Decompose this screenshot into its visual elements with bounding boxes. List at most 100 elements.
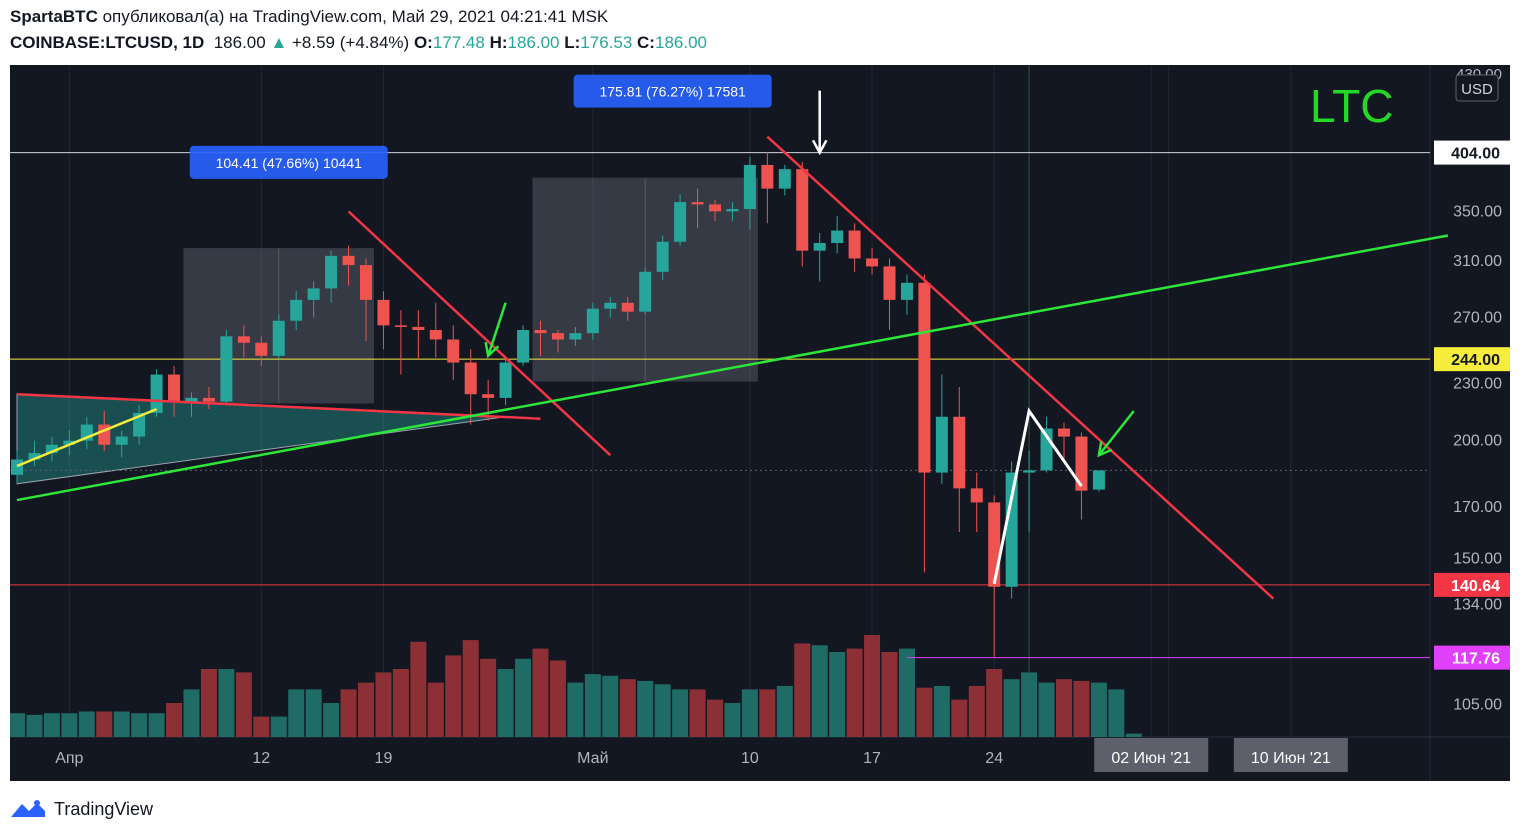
- volume-bar: [253, 716, 270, 737]
- low-value: 176.53: [580, 33, 633, 52]
- volume-bar: [166, 703, 183, 737]
- trend-line: [347, 210, 612, 457]
- volume-bar: [1090, 682, 1107, 737]
- open-label: O:: [413, 33, 433, 52]
- volume-bar: [183, 689, 200, 737]
- volume-bar: [619, 679, 636, 737]
- price-tag-label: 404.00: [1451, 146, 1500, 163]
- volume-bar: [602, 675, 619, 737]
- low-label: L:: [564, 33, 581, 52]
- price-tag-label: 244.00: [1451, 352, 1500, 369]
- candle-up: [586, 308, 599, 334]
- candle-up: [220, 336, 233, 402]
- chart-panel[interactable]: 104.41 (47.66%) 10441 175.81 (76.27%) 175…: [10, 65, 1510, 781]
- time-tag: [1233, 738, 1348, 772]
- candle-down: [202, 397, 215, 402]
- candle-up: [778, 169, 791, 189]
- candle-down: [377, 299, 390, 326]
- measure-label-box: [573, 74, 772, 108]
- candle-down: [447, 339, 460, 363]
- volume-bar: [759, 689, 776, 737]
- high-label: H:: [489, 33, 508, 52]
- candle-down: [237, 336, 250, 343]
- time-tag-label: 10 Июн '21: [1251, 750, 1331, 767]
- candle-down: [412, 326, 425, 331]
- price-tick-label: 150.00: [1453, 550, 1502, 567]
- volume-bar: [462, 640, 479, 737]
- price-tick-label: 134.00: [1453, 597, 1502, 614]
- volume-bar: [200, 669, 217, 737]
- trend-line: [16, 407, 158, 468]
- candle-down: [621, 302, 634, 312]
- candle-up: [900, 282, 913, 300]
- candle-down: [848, 230, 861, 259]
- candle-down: [360, 265, 372, 300]
- volume-bar: [846, 648, 863, 737]
- volume-bar: [864, 635, 881, 737]
- volume-bar: [515, 658, 532, 737]
- volume-bar: [1108, 689, 1125, 737]
- currency-badge[interactable]: [1455, 74, 1499, 102]
- candle-down: [534, 330, 547, 334]
- candle-up: [743, 164, 756, 210]
- price-tag: [1434, 347, 1510, 372]
- volume-bar: [811, 645, 828, 737]
- volume-bar: [427, 682, 444, 737]
- symbol-name: COINBASE:LTCUSD, 1D: [10, 33, 205, 52]
- candle-up: [1005, 472, 1018, 587]
- volume-bar: [113, 711, 130, 737]
- arrow-head-icon: [484, 341, 500, 359]
- volume-bar: [358, 682, 374, 737]
- price-tag-label: 117.76: [1452, 651, 1500, 668]
- volume-bar: [916, 687, 933, 737]
- volume-layer: [10, 635, 1142, 737]
- volume-bar: [288, 689, 305, 737]
- time-tag: [1094, 738, 1209, 772]
- volume-bar: [96, 711, 113, 737]
- candle-down: [761, 164, 774, 189]
- chart-title: LTC: [1310, 80, 1394, 132]
- candle-up: [11, 459, 23, 475]
- arrow-head-icon: [811, 139, 828, 156]
- volume-bar: [410, 641, 427, 737]
- volume-bar: [497, 669, 514, 737]
- volume-bar: [43, 713, 60, 737]
- price-chart[interactable]: 104.41 (47.66%) 10441 175.81 (76.27%) 175…: [10, 65, 1510, 781]
- time-tick-label: 24: [985, 750, 1003, 767]
- volume-bar: [270, 716, 287, 737]
- candle-up: [517, 330, 530, 363]
- time-tick-label: Май: [577, 750, 608, 767]
- measure-label-box: [189, 145, 388, 179]
- volume-bar: [1073, 680, 1090, 737]
- arrow-icon: [1097, 410, 1135, 457]
- candle-down: [796, 169, 809, 251]
- candle-up: [63, 440, 76, 445]
- tradingview-logo-icon[interactable]: [10, 799, 46, 819]
- candle-up: [115, 436, 128, 445]
- candle-down: [988, 502, 1001, 587]
- candle-down: [429, 330, 442, 340]
- open-value: 177.48: [432, 33, 485, 52]
- brand-name[interactable]: TradingView: [54, 798, 154, 819]
- high-value: 186.00: [507, 33, 560, 52]
- candle-up: [499, 362, 512, 398]
- candle-up: [656, 241, 669, 272]
- volume-bar: [637, 680, 654, 737]
- candle-down: [970, 488, 983, 503]
- publish-info: SpartaBTC опубликовал(а) на TradingView.…: [10, 7, 608, 27]
- change-arrow-icon: ▲: [270, 33, 288, 52]
- candle-up: [726, 209, 739, 212]
- volume-bar: [741, 689, 758, 737]
- price-tick-label: 310.00: [1453, 253, 1502, 270]
- price-tick-label: 270.00: [1453, 310, 1502, 327]
- candle-up: [604, 302, 617, 309]
- candle-down: [918, 282, 931, 473]
- candle-up: [150, 374, 163, 413]
- price-tick-label: 230.00: [1453, 375, 1502, 392]
- volume-bar: [986, 669, 1003, 737]
- author-name[interactable]: SpartaBTC: [10, 7, 98, 26]
- candle-down: [1058, 428, 1070, 437]
- candle-up: [325, 255, 338, 289]
- arrow-icon: [486, 302, 507, 357]
